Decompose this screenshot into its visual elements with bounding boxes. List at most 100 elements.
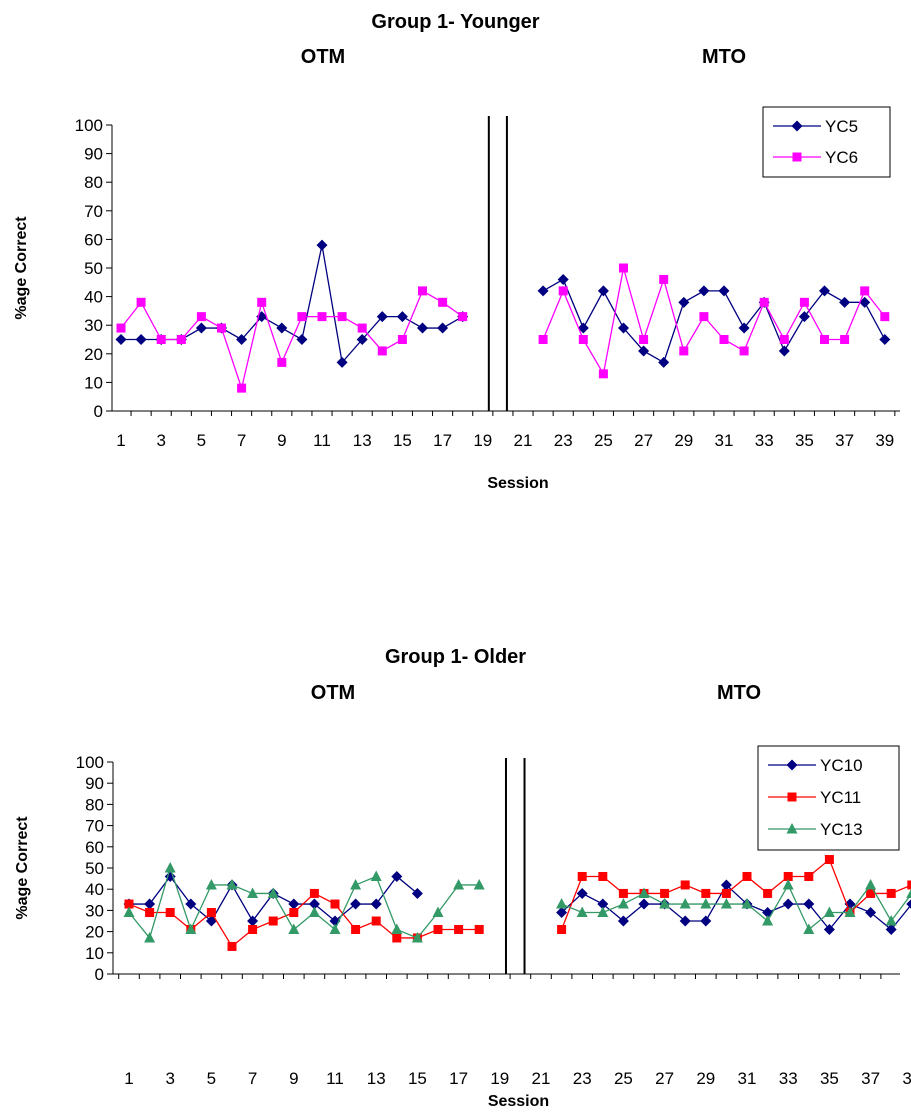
data-point-yc5	[236, 334, 248, 345]
x-tick-label: 3	[156, 431, 165, 450]
data-point-yc13	[473, 878, 485, 890]
data-point-yc6	[337, 312, 347, 322]
x-tick-label: 31	[715, 431, 734, 450]
data-point-yc5	[115, 334, 127, 345]
chart-group1-younger: Group 1- Younger OTM MTO 0 10 20 30 40 50 60 70 80 9…	[0, 0, 911, 520]
y-tick-label: 80	[84, 173, 103, 192]
data-point-yc6	[277, 357, 287, 367]
series-line-yc6	[120, 289, 464, 391]
data-point-yc6	[357, 323, 367, 333]
data-point-yc13	[350, 878, 362, 890]
data-point-yc11	[351, 924, 361, 934]
data-point-yc5	[296, 334, 308, 345]
series-line-yc6	[542, 267, 886, 376]
data-point-yc13	[329, 923, 341, 934]
data-point-yc10	[597, 898, 609, 910]
data-point-yc10	[556, 907, 568, 919]
x-tick-label: 25	[614, 1069, 633, 1088]
x-tick-label: 13	[353, 431, 372, 450]
data-point-yc5	[819, 285, 830, 297]
data-point-yc5	[195, 322, 207, 334]
x-tick-label: 9	[277, 431, 286, 450]
data-point-yc13	[844, 906, 856, 918]
y-tick-label: 10	[85, 944, 104, 963]
data-point-yc5	[798, 311, 810, 323]
data-point-yc13	[597, 906, 609, 918]
data-point-yc13	[288, 923, 300, 934]
data-point-yc11	[577, 871, 587, 881]
legend-box	[762, 106, 891, 178]
data-point-yc10	[823, 923, 835, 935]
legend-marker-yc13	[786, 823, 798, 834]
x-tick-label: 33	[779, 1069, 798, 1088]
x-tick-label: 37	[861, 1069, 880, 1088]
data-point-yc5	[376, 311, 388, 323]
data-point-yc10	[679, 915, 691, 927]
data-point-yc5	[316, 239, 328, 251]
legend-marker-yc6	[792, 152, 802, 162]
x-tick-label: 13	[367, 1069, 386, 1088]
data-point-yc11	[742, 871, 752, 881]
data-point-yc10	[720, 879, 732, 891]
data-point-yc5	[417, 322, 428, 334]
x-tick-label: 29	[674, 431, 693, 450]
data-point-yc11	[124, 899, 134, 909]
data-point-yc10	[762, 907, 774, 919]
data-point-yc5	[778, 345, 790, 357]
data-point-yc10	[391, 870, 403, 882]
legend-label-yc5: YC5	[825, 117, 858, 136]
legend: YC5 YC6	[762, 106, 891, 178]
x-tick-label: 11	[313, 431, 331, 450]
x-tick-label: 5	[197, 431, 206, 450]
data-point-yc6	[317, 312, 327, 322]
data-point-yc6	[799, 297, 809, 307]
x-tick-label: 9	[289, 1069, 298, 1088]
data-point-yc11	[268, 916, 278, 926]
data-point-yc10	[617, 915, 629, 927]
y-axis-title: %age Correct	[14, 816, 31, 920]
data-point-yc10	[350, 898, 362, 910]
data-point-yc6	[116, 323, 126, 333]
y-tick-label: 10	[84, 373, 103, 392]
data-point-yc13	[267, 887, 279, 898]
chart-group1-older-svg: Group 1- Older OTM MTO 0 10 20 30 40 50 60 70 80 90 1…	[14, 646, 911, 1110]
x-tick-label: 33	[755, 431, 774, 450]
data-point-yc6	[659, 274, 669, 284]
x-tick-label: 3	[165, 1069, 174, 1088]
data-point-yc6	[418, 286, 427, 296]
data-point-yc5	[718, 285, 730, 297]
data-point-yc5	[597, 285, 609, 297]
data-point-yc10	[844, 898, 856, 910]
y-tick-label: 60	[85, 838, 104, 857]
y-tick-label: 30	[85, 901, 104, 920]
x-tick-label: 27	[634, 431, 653, 450]
data-point-yc11	[165, 908, 175, 918]
legend: YC10 YC11 YC13	[757, 745, 900, 851]
data-point-yc11	[474, 924, 484, 934]
x-tick-label: 35	[820, 1069, 839, 1088]
data-point-yc6	[237, 383, 247, 393]
series-yc6	[116, 263, 890, 393]
y-tick-label: 100	[75, 116, 103, 135]
data-point-yc13	[123, 906, 135, 918]
data-point-yc13	[226, 878, 238, 890]
data-point-yc6	[639, 335, 649, 344]
legend-label-yc11: YC11	[820, 788, 861, 807]
data-point-yc11	[145, 908, 155, 918]
data-point-yc11	[371, 916, 381, 926]
data-point-yc13	[906, 888, 911, 898]
data-point-yc10	[247, 915, 259, 927]
data-point-yc13	[762, 915, 774, 926]
x-tick-label: 21	[532, 1069, 551, 1088]
data-point-yc6	[156, 335, 166, 344]
chart-title-younger: Group 1- Younger	[371, 11, 539, 33]
data-point-yc11	[557, 924, 567, 934]
series-line-yc5	[121, 244, 464, 364]
legend-box	[757, 745, 900, 851]
data-point-yc11	[660, 888, 670, 898]
data-point-yc13	[885, 915, 897, 926]
y-axis-title: %age Correct	[13, 216, 30, 320]
data-point-yc13	[638, 887, 650, 898]
y-tick-label: 80	[85, 795, 104, 814]
chart-group1-older: Group 1- Older OTM MTO 0 10 20 30 40 50 60 70 80 90 1…	[0, 636, 911, 1113]
